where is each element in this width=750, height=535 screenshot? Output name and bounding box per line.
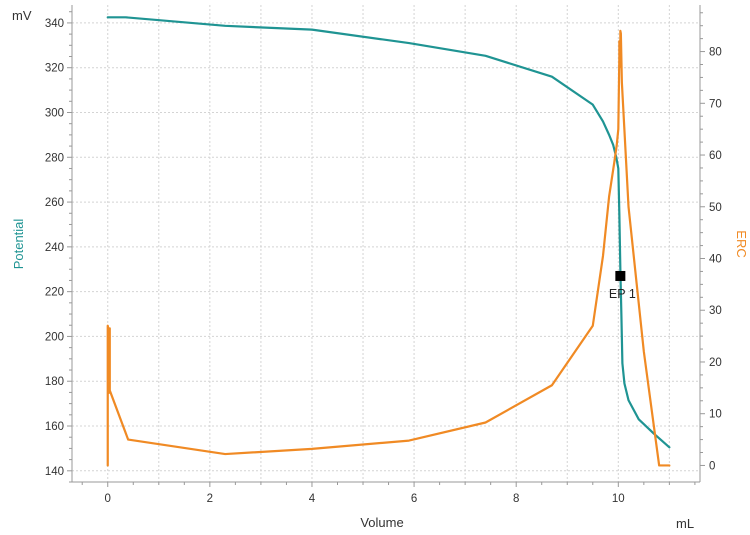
y-left-tick-label: 240 [45, 242, 64, 254]
y-left-tick-label: 340 [45, 18, 64, 30]
y-left-unit-label: mV [12, 8, 32, 23]
y-left-tick-label: 280 [45, 152, 64, 164]
erc-series-line [106, 29, 671, 467]
x-unit-label: mL [676, 516, 694, 531]
axes [71, 5, 701, 483]
potential-series-line [106, 16, 671, 449]
y-right-tick-label: 70 [709, 98, 722, 110]
y-left-tick-label: 220 [45, 287, 64, 299]
y-right-tick-label: 20 [709, 357, 722, 369]
annotations: EP 1 [609, 270, 636, 301]
y-right-axis-title: ERC [734, 230, 749, 257]
y-left-tick-label: 140 [45, 466, 64, 478]
x-tick-label: 6 [411, 493, 417, 505]
y-right-tick-label: 50 [709, 202, 722, 214]
y-left-tick-label: 320 [45, 63, 64, 75]
y-left-tick-label: 200 [45, 331, 64, 343]
y-left-axis-title: Potential [11, 219, 26, 270]
endpoint-label: EP 1 [609, 287, 636, 301]
x-tick-label: 0 [105, 493, 111, 505]
y-right-tick-label: 80 [709, 47, 722, 59]
y-right-tick-label: 10 [709, 409, 722, 421]
y-left-tick-label: 160 [45, 421, 64, 433]
y-left-tick-label: 180 [45, 376, 64, 388]
x-tick-label: 2 [207, 493, 213, 505]
x-tick-label: 8 [513, 493, 519, 505]
x-tick-label: 10 [612, 493, 625, 505]
y-right-tick-label: 30 [709, 305, 722, 317]
endpoint-marker [615, 270, 626, 281]
y-right-tick-label: 60 [709, 150, 722, 162]
tick-labels: 0 2 4 6 8 10140160180200220240260280300320340… [45, 11, 722, 505]
y-right-tick-label: 40 [709, 254, 722, 266]
x-axis-title: Volume [360, 515, 403, 530]
y-left-tick-label: 300 [45, 107, 64, 119]
grid [72, 5, 700, 482]
series [106, 16, 671, 467]
y-left-tick-label: 260 [45, 197, 64, 209]
y-right-tick-label: 0 [709, 460, 715, 472]
x-tick-label: 4 [309, 493, 316, 505]
